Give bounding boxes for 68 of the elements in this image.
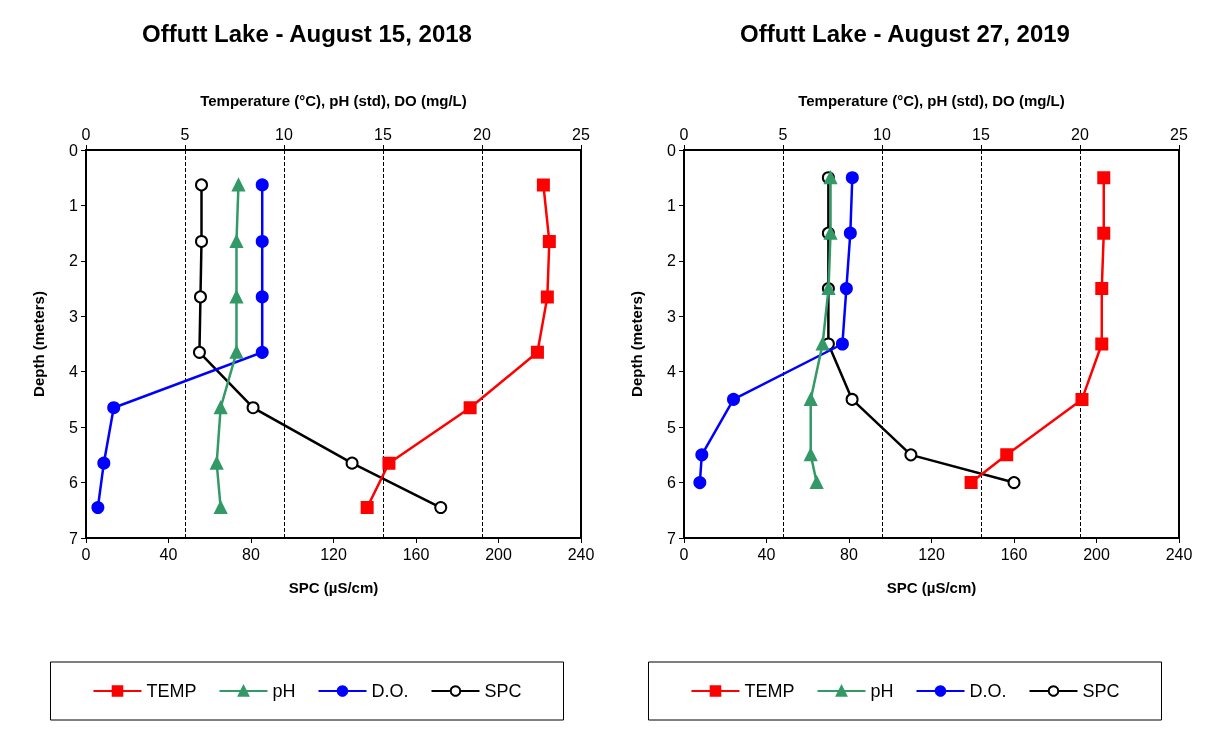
- x-axis-title: SPC (µS/cm): [288, 579, 379, 596]
- x2-tick-label: 5: [180, 125, 190, 143]
- x-tick-label: 120: [320, 545, 347, 563]
- chart-title: Offutt Lake - August 27, 2019: [740, 19, 1070, 47]
- legend-label: D.O.: [969, 681, 1007, 701]
- x2-tick-label: 15: [374, 125, 392, 143]
- x2-tick-label: 10: [873, 125, 891, 143]
- y-tick-label: 7: [69, 529, 79, 547]
- legend-label: pH: [870, 681, 894, 701]
- y-tick-label: 6: [667, 474, 677, 492]
- y-tick-label: 7: [667, 529, 677, 547]
- x-tick-label: 160: [1000, 545, 1028, 563]
- x2-tick-label: 5: [778, 125, 788, 143]
- y-tick-label: 0: [667, 141, 677, 159]
- y-tick-label: 4: [69, 363, 79, 381]
- point: [193, 290, 207, 304]
- y-tick-label: 0: [69, 141, 79, 159]
- point: [195, 234, 208, 248]
- x2-axis-title: Temperature (°C), pH (std), DO (mg/L): [798, 92, 1065, 109]
- x2-tick-label: 20: [473, 125, 491, 143]
- x-tick-label: 200: [485, 545, 512, 563]
- point: [845, 392, 859, 406]
- x-tick-label: 240: [1165, 545, 1193, 563]
- x-axis-title: SPC (µS/cm): [886, 579, 977, 596]
- x-tick-label: 0: [679, 545, 689, 563]
- x-tick-label: 40: [757, 545, 776, 563]
- point: [434, 501, 448, 515]
- x2-tick-label: 15: [972, 125, 990, 143]
- point: [192, 345, 206, 359]
- x-tick-label: 0: [81, 545, 91, 563]
- point: [345, 456, 359, 470]
- x-tick-label: 40: [159, 545, 178, 563]
- x-tick-label: 160: [402, 545, 430, 563]
- y-tick-label: 5: [69, 418, 79, 436]
- y-tick-label: 1: [667, 196, 677, 214]
- x-tick-label: 240: [567, 545, 595, 563]
- y-tick-label: 2: [667, 252, 677, 270]
- y-tick-label: 3: [69, 307, 79, 325]
- x-tick-label: 120: [918, 545, 945, 563]
- x2-axis-title: Temperature (°C), pH (std), DO (mg/L): [200, 92, 467, 109]
- legend-label: TEMP: [744, 681, 795, 701]
- chart-title: Offutt Lake - August 15, 2018: [142, 19, 472, 47]
- y-tick-label: 4: [667, 363, 677, 381]
- point: [195, 178, 208, 192]
- legend-label: TEMP: [146, 681, 197, 701]
- legend-label: pH: [272, 681, 296, 701]
- x-tick-label: 80: [840, 545, 858, 563]
- x-tick-label: 80: [242, 545, 260, 563]
- y-tick-label: 3: [667, 307, 677, 325]
- x2-tick-label: 10: [275, 125, 293, 143]
- x2-tick-label: 0: [679, 125, 689, 143]
- x2-tick-label: 25: [1170, 125, 1188, 143]
- legend-label: SPC: [484, 681, 522, 701]
- point: [246, 401, 260, 415]
- x2-tick-label: 0: [81, 125, 91, 143]
- y-tick-label: 6: [69, 474, 79, 492]
- y-tick-label: 1: [69, 196, 79, 214]
- point: [1007, 476, 1021, 490]
- x2-tick-label: 20: [1071, 125, 1089, 143]
- legend-label: D.O.: [371, 681, 409, 701]
- x-tick-label: 200: [1083, 545, 1110, 563]
- y-axis-title: Depth (meters): [30, 291, 47, 397]
- point: [904, 448, 918, 462]
- y-axis-title: Depth (meters): [628, 291, 645, 397]
- x2-tick-label: 25: [572, 125, 590, 143]
- y-tick-label: 2: [69, 252, 79, 270]
- legend-label: SPC: [1082, 681, 1120, 701]
- y-tick-label: 5: [667, 418, 677, 436]
